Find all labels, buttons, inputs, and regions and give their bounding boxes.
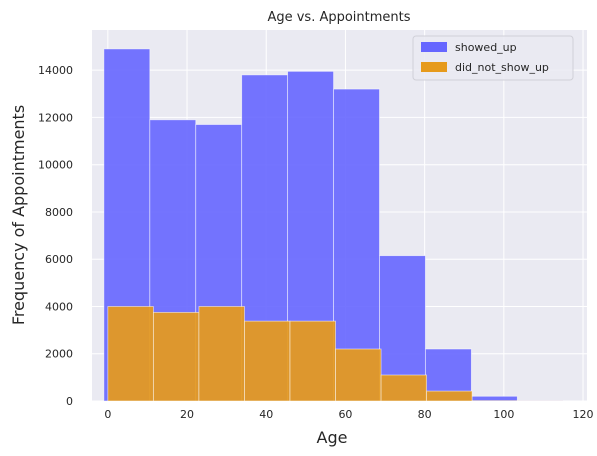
y-tick-label: 6000 <box>45 253 73 266</box>
x-tick-label: 0 <box>104 408 111 421</box>
x-tick-label: 60 <box>338 408 352 421</box>
y-tick-label: 4000 <box>45 300 73 313</box>
bars <box>103 48 564 402</box>
y-tick-label: 0 <box>66 395 73 408</box>
x-axis-title: Age <box>317 428 348 447</box>
y-tick-labels: 0 2000 4000 6000 8000 10000 12000 14000 <box>38 64 73 408</box>
x-tick-label: 40 <box>259 408 273 421</box>
bar-did-not-show-up <box>289 320 336 402</box>
bar-did-not-show-up <box>380 374 428 402</box>
x-tick-label: 80 <box>418 408 432 421</box>
legend-label-did-not-show-up: did_not_show_up <box>455 61 549 74</box>
legend-label-showed-up: showed_up <box>455 41 517 54</box>
bar-did-not-show-up <box>335 348 382 402</box>
bar-did-not-show-up <box>198 306 245 402</box>
x-tick-label: 100 <box>493 408 514 421</box>
bar-did-not-show-up <box>152 311 200 402</box>
y-tick-label: 12000 <box>38 111 73 124</box>
x-tick-label: 20 <box>180 408 194 421</box>
x-tick-label: 120 <box>573 408 594 421</box>
chart-title: Age vs. Appointments <box>267 10 410 25</box>
legend: showed_up did_not_show_up <box>412 35 574 81</box>
bar-did-not-show-up <box>426 390 473 402</box>
bar-did-not-show-up <box>244 320 291 402</box>
legend-swatch-did-not-show-up <box>421 62 447 72</box>
bar-did-not-show-up <box>107 306 154 402</box>
y-tick-label: 10000 <box>38 159 73 172</box>
y-tick-label: 14000 <box>38 64 73 77</box>
legend-box <box>412 35 574 81</box>
legend-swatch-showed-up <box>421 42 447 52</box>
y-axis-title: Frequency of Appointments <box>9 105 28 325</box>
y-tick-label: 8000 <box>45 206 73 219</box>
y-tick-label: 2000 <box>45 348 73 361</box>
x-tick-labels: 0 20 40 60 80 100 120 <box>104 408 593 421</box>
